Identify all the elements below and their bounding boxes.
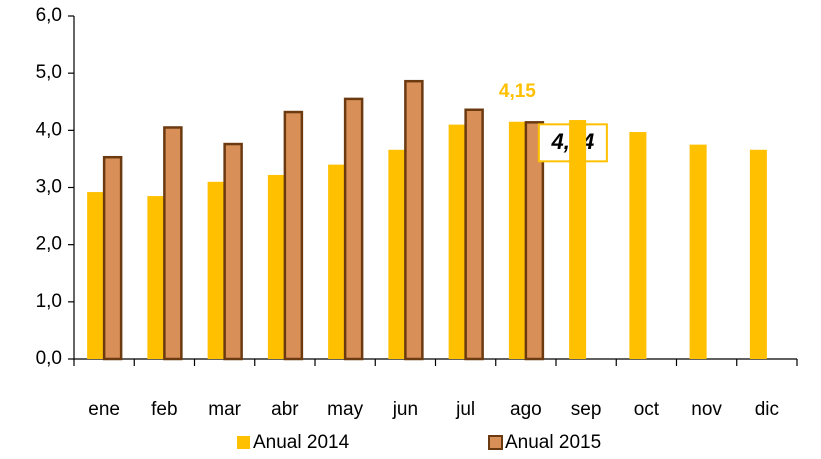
legend-swatch — [488, 435, 503, 450]
bar — [147, 196, 165, 359]
x-tick-label: jun — [392, 399, 418, 420]
bar — [689, 144, 707, 359]
data-label: 4,15 — [499, 81, 536, 102]
legend-label: Anual 2015 — [505, 432, 601, 453]
x-tick-label: jul — [455, 399, 475, 420]
y-tick-label: 3,0 — [36, 177, 62, 198]
x-tick-label: abr — [271, 399, 299, 420]
bar — [404, 79, 424, 361]
bar — [102, 155, 123, 361]
bar — [448, 124, 466, 359]
bar — [629, 132, 647, 359]
x-tick-label: ago — [510, 399, 542, 420]
x-tick-label: mar — [208, 399, 241, 420]
bar — [283, 110, 304, 361]
y-tick-label: 5,0 — [36, 62, 62, 83]
legend-swatch — [237, 436, 250, 449]
x-tick-label: oct — [634, 399, 660, 420]
bar — [464, 108, 484, 361]
y-tick-label: 0,0 — [36, 348, 62, 369]
x-tick-label: ene — [88, 399, 120, 420]
y-tick-label: 1,0 — [36, 291, 62, 312]
bar — [388, 149, 406, 359]
bar — [343, 97, 364, 361]
x-tick-label: dic — [755, 399, 779, 420]
x-tick-label: feb — [151, 399, 177, 420]
x-tick-label: nov — [691, 399, 722, 420]
bar — [328, 164, 346, 359]
y-tick-label: 2,0 — [36, 234, 62, 255]
y-tick-label: 6,0 — [36, 5, 62, 26]
x-tick-label: sep — [571, 399, 602, 420]
bar — [749, 149, 767, 359]
y-tick-label: 4,0 — [36, 119, 62, 140]
bar — [524, 121, 545, 361]
bar — [267, 174, 285, 359]
x-tick-label: may — [327, 399, 363, 420]
bar — [569, 120, 587, 359]
bar — [207, 181, 225, 359]
bar — [223, 142, 243, 361]
bar — [163, 126, 183, 361]
bar — [87, 192, 105, 359]
legend-label: Anual 2014 — [253, 432, 350, 453]
bar — [508, 121, 526, 359]
